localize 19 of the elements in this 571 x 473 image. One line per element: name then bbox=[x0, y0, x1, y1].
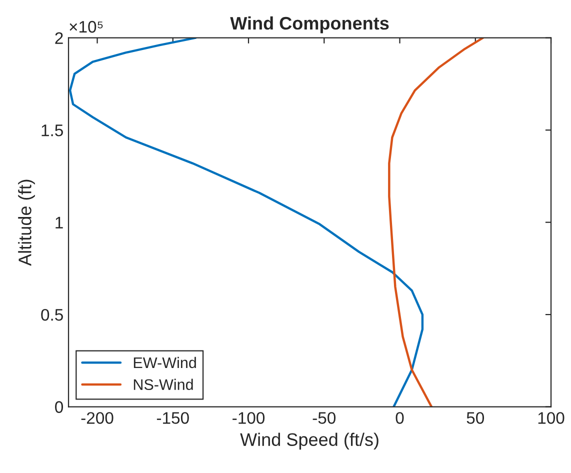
x-axis-title: Wind Speed (ft/s) bbox=[240, 432, 378, 450]
y-axis-title: Altitude (ft) bbox=[18, 180, 35, 266]
x-tick-label: -100 bbox=[232, 412, 265, 424]
x-tick-label: 100 bbox=[538, 412, 564, 424]
y-tick-label: 0 bbox=[55, 401, 64, 413]
y-tick-label: 1.5 bbox=[42, 124, 63, 136]
line-series bbox=[388, 38, 484, 407]
legend-label: NS-Wind bbox=[134, 378, 193, 390]
chart-title: Wind Components bbox=[230, 16, 389, 34]
x-tick-label: 50 bbox=[466, 412, 484, 424]
y-tick-label: 2 bbox=[55, 32, 63, 44]
legend-label: EW-Wind bbox=[134, 356, 196, 368]
text: ×10⁵ bbox=[70, 20, 103, 33]
x-tick-label: -150 bbox=[156, 412, 189, 424]
y-tick-label: 1 bbox=[56, 216, 63, 228]
x-tick-label: -50 bbox=[312, 412, 336, 424]
x-tick-label: 0 bbox=[396, 412, 404, 424]
x-tick-label: -200 bbox=[81, 412, 114, 424]
y-tick-label: 0.5 bbox=[41, 308, 63, 321]
